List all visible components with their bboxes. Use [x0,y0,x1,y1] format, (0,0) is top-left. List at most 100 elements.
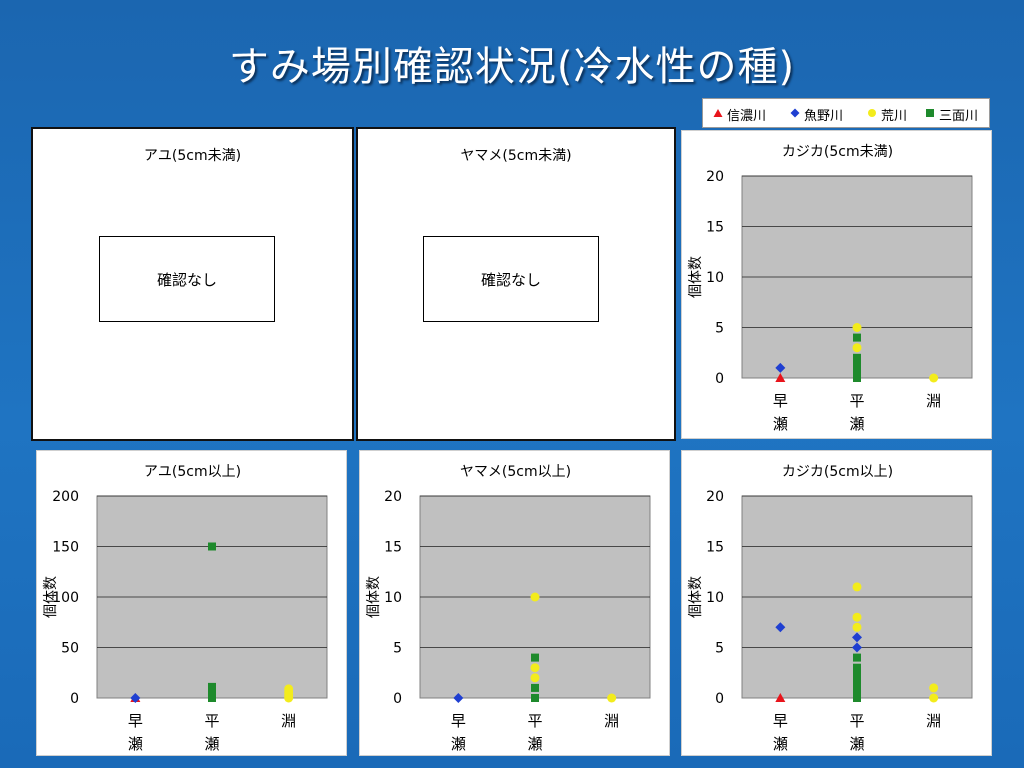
y-tick-label: 20 [706,489,724,505]
x-tick-label: 瀬 [128,735,143,753]
slide-title: すみ場別確認状況(冷水性の種) [228,44,796,90]
y-tick-label: 15 [706,220,724,236]
y-tick-label: 15 [706,540,724,556]
data-point [607,693,617,703]
data-point [530,592,540,602]
y-axis-label: 個体数 [688,576,704,618]
chart-title: カジカ(5cm以上) [782,464,893,480]
panel-kajika-small: カジカ(5cm未満) 0 5 10 15 20 個体数早瀬平瀬淵 [681,130,992,439]
no-data-box: 確認なし [423,236,599,322]
x-tick-label: 瀬 [204,735,219,753]
data-point [775,622,786,633]
data-point [453,693,464,703]
y-tick-label: 10 [384,590,402,606]
panel-yamame-large: ヤマメ(5cm以上) 0 5 10 15 20 個体数早瀬平瀬淵 [359,450,670,756]
y-tick-label: 0 [70,691,79,707]
data-point [853,368,861,377]
data-point [853,663,861,672]
x-tick-label: 瀬 [849,735,864,753]
x-tick-label: 早 [451,712,466,730]
x-tick-label: 瀬 [451,735,466,753]
y-tick-label: 100 [52,590,79,606]
data-point [852,343,862,353]
y-axis-label: 個体数 [688,256,704,298]
data-point [852,323,862,332]
legend-label: 三面川 [939,109,979,124]
x-tick-label: 早 [773,712,788,730]
circle-marker-icon [868,109,876,117]
data-point [775,373,786,382]
data-point [208,542,216,551]
panel-title: アユ(5cm未満) [143,148,242,164]
data-point [853,678,861,687]
legend-label: 荒川 [881,109,908,124]
y-axis-label: 個体数 [366,576,382,618]
panel-kajika-large: カジカ(5cm以上) 0 5 10 15 20 個体数早瀬平瀬淵 [681,450,992,756]
data-point [929,693,939,703]
x-tick-label: 早 [773,392,788,410]
data-point [775,362,786,373]
data-point [852,642,862,653]
data-point [853,653,861,662]
data-point [852,632,862,643]
data-point [853,353,861,362]
data-point [531,694,539,702]
x-tick-label: 瀬 [773,415,788,433]
data-point [530,663,540,673]
data-point [853,358,861,367]
chart-title: ヤマメ(5cm以上) [460,464,571,480]
data-point [853,374,861,382]
data-point [852,582,862,592]
x-tick-label: 淵 [926,712,941,730]
x-tick-label: 瀬 [849,415,864,433]
x-tick-label: 淵 [926,392,941,410]
data-point [853,694,861,702]
x-tick-label: 平 [849,712,864,730]
y-tick-label: 20 [384,489,402,505]
data-point [853,333,861,342]
triangle-marker-icon [713,109,723,117]
x-tick-label: 瀬 [527,735,542,753]
data-point [531,653,539,662]
x-tick-label: 平 [204,712,219,730]
data-point [929,683,939,693]
data-point [530,673,540,683]
panel-yamame-small: ヤマメ(5cm未満) 確認なし [356,127,676,441]
y-tick-label: 10 [706,270,724,286]
y-tick-label: 5 [715,641,724,657]
x-tick-label: 淵 [281,712,296,730]
chart-legend: 信濃川 魚野川 荒川 三面川 [702,98,990,128]
data-point [130,693,141,703]
data-point [929,373,939,383]
data-point [853,363,861,372]
data-point [531,683,539,692]
panel-title: ヤマメ(5cm未満) [460,148,572,164]
data-point [852,612,862,622]
y-tick-label: 15 [384,540,402,556]
y-tick-label: 50 [61,641,79,657]
x-tick-label: 平 [527,712,542,730]
data-point [853,683,861,692]
y-tick-label: 200 [52,489,79,505]
y-tick-label: 0 [393,691,402,707]
legend-label: 信濃川 [727,109,767,124]
x-tick-label: 淵 [604,712,619,730]
no-data-box: 確認なし [99,236,275,322]
data-point [853,673,861,682]
data-point [284,693,294,703]
x-tick-label: 平 [849,392,864,410]
data-point [775,693,786,702]
y-axis-label: 個体数 [43,576,59,618]
y-tick-label: 0 [715,691,724,707]
y-tick-label: 5 [393,641,402,657]
data-point [853,668,861,677]
chart-title: カジカ(5cm未満) [782,144,893,160]
diamond-marker-icon [790,108,800,118]
panel-ayu-large: アユ(5cm以上) 0 50 100 150 200 個体数早瀬平瀬淵 [36,450,347,756]
y-tick-label: 20 [706,169,724,185]
chart-title: アユ(5cm以上) [144,464,241,480]
data-point [852,622,862,632]
